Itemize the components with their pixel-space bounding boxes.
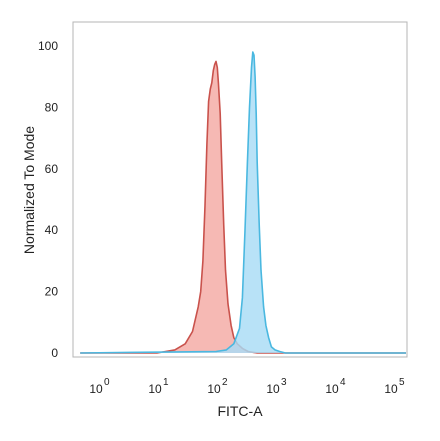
svg-text:1: 1 <box>163 377 169 388</box>
svg-text:5: 5 <box>399 377 405 388</box>
svg-text:4: 4 <box>340 377 346 388</box>
svg-text:10: 10 <box>266 382 280 396</box>
y-tick-label-60: 60 <box>45 162 59 176</box>
x-tick-label-1: 10 1 <box>148 377 169 396</box>
y-tick-label-80: 80 <box>45 100 59 114</box>
series-layer <box>80 51 406 354</box>
x-tick-label-2: 10 2 <box>207 377 228 396</box>
svg-text:2: 2 <box>222 377 228 388</box>
svg-text:0: 0 <box>104 377 110 388</box>
y-tick-labels: 0 20 40 60 80 100 <box>38 39 58 360</box>
svg-text:10: 10 <box>207 382 221 396</box>
svg-text:10: 10 <box>89 382 103 396</box>
x-tick-label-0: 10 0 <box>89 377 110 396</box>
x-tick-labels: 10 0 10 1 10 2 10 3 10 4 10 5 <box>89 377 405 396</box>
y-tick-label-20: 20 <box>45 285 59 299</box>
y-axis-label: Normalized To Mode <box>21 126 37 254</box>
x-tick-label-5: 10 5 <box>384 377 405 396</box>
series-2-line <box>80 51 406 354</box>
svg-text:10: 10 <box>148 382 162 396</box>
y-tick-label-0: 0 <box>51 346 58 360</box>
y-tick-label-40: 40 <box>45 223 59 237</box>
x-tick-label-3: 10 3 <box>266 377 287 396</box>
svg-text:10: 10 <box>384 382 398 396</box>
x-axis-label: FITC-A <box>217 403 263 419</box>
y-tick-label-100: 100 <box>38 39 58 53</box>
svg-text:3: 3 <box>281 377 287 388</box>
plot-frame <box>72 21 408 358</box>
svg-text:10: 10 <box>325 382 339 396</box>
x-tick-label-4: 10 4 <box>325 377 346 396</box>
